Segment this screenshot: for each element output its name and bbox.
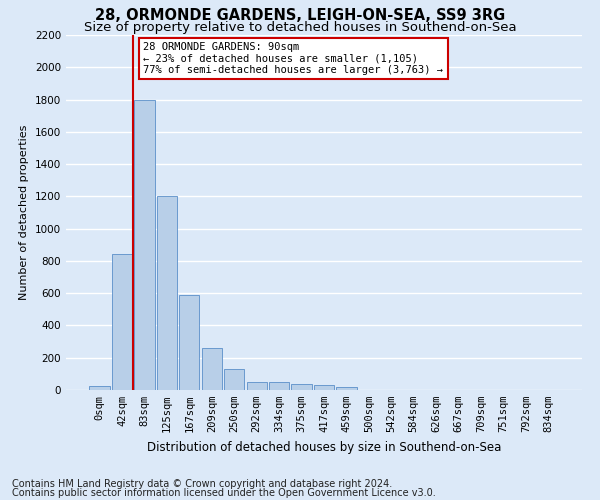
Text: Size of property relative to detached houses in Southend-on-Sea: Size of property relative to detached ho… <box>83 21 517 34</box>
Text: Contains HM Land Registry data © Crown copyright and database right 2024.: Contains HM Land Registry data © Crown c… <box>12 479 392 489</box>
Bar <box>269 382 289 390</box>
Y-axis label: Number of detached properties: Number of detached properties <box>19 125 29 300</box>
Text: 28 ORMONDE GARDENS: 90sqm
← 23% of detached houses are smaller (1,105)
77% of se: 28 ORMONDE GARDENS: 90sqm ← 23% of detac… <box>143 42 443 76</box>
Bar <box>89 386 110 390</box>
Text: Contains public sector information licensed under the Open Government Licence v3: Contains public sector information licen… <box>12 488 436 498</box>
Bar <box>134 100 155 390</box>
Bar <box>314 386 334 390</box>
Bar <box>179 295 199 390</box>
Bar <box>112 254 132 390</box>
Bar <box>202 348 222 390</box>
Bar <box>224 369 244 390</box>
Bar <box>247 382 267 390</box>
Text: 28, ORMONDE GARDENS, LEIGH-ON-SEA, SS9 3RG: 28, ORMONDE GARDENS, LEIGH-ON-SEA, SS9 3… <box>95 8 505 22</box>
Bar <box>337 387 356 390</box>
Bar <box>157 196 177 390</box>
X-axis label: Distribution of detached houses by size in Southend-on-Sea: Distribution of detached houses by size … <box>147 440 501 454</box>
Bar <box>292 384 311 390</box>
